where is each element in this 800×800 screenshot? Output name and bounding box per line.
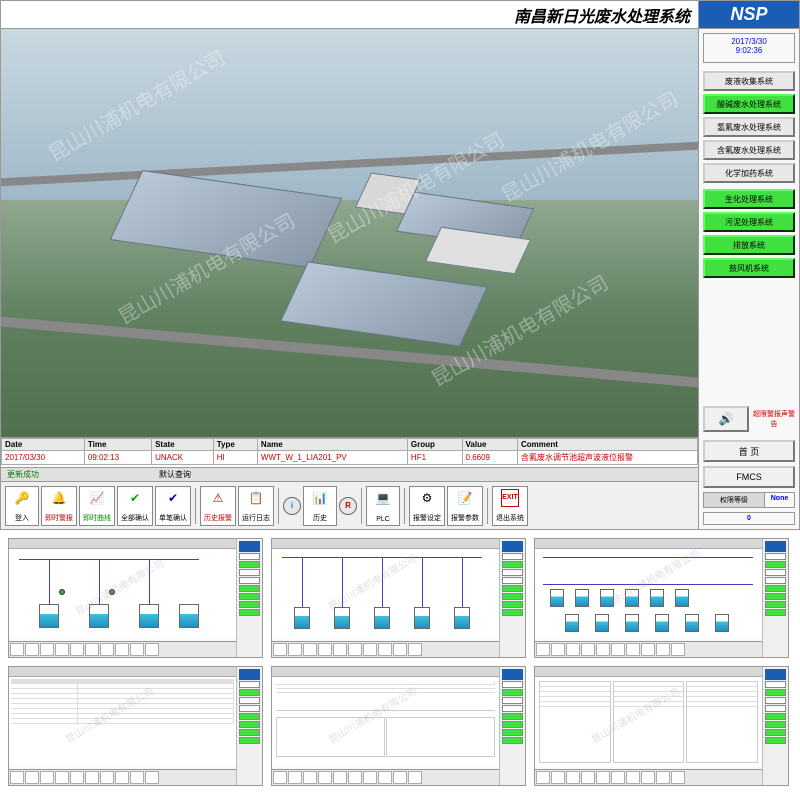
sound-button[interactable]: 🔊 — [703, 406, 749, 432]
alarm-set-button[interactable]: ⚙报警设定 — [409, 486, 445, 526]
log-icon: 📋 — [247, 489, 265, 507]
thumb-pid-2[interactable]: 昆山川浦机电有限公司 — [271, 538, 526, 658]
date-text: 2017/3/30 — [707, 37, 791, 46]
check-icon: ✔ — [164, 489, 182, 507]
nav-fluorine[interactable]: 含氟废水处理系统 — [703, 140, 795, 160]
thumb-alarm-list[interactable]: 昆山川浦机电有限公司 — [8, 666, 263, 786]
home-button[interactable]: 首 页 — [703, 440, 795, 462]
table-header-row: Date Time State Type Name Group Value Co… — [2, 439, 698, 451]
run-log-button[interactable]: 📋运行日志 — [238, 486, 274, 526]
auth-value: None — [764, 493, 794, 507]
auth-label: 权限等级 — [704, 493, 764, 507]
alarm-table: Date Time State Type Name Group Value Co… — [1, 437, 698, 467]
nsp-logo: NSP — [699, 1, 799, 29]
alert-icon: ⚠ — [209, 489, 227, 507]
auth-row: 权限等级 None — [703, 492, 795, 508]
speaker-icon: 🔊 — [719, 412, 734, 426]
realtime-curve-button[interactable]: 📈即时曲线 — [79, 486, 115, 526]
thumb-pid-3[interactable]: 昆山川浦机电有限公司 — [534, 538, 789, 658]
plc-icon: 💻 — [374, 489, 392, 507]
param-icon: 📝 — [456, 489, 474, 507]
ack-single-button[interactable]: ✔单笔确认 — [155, 486, 191, 526]
title-bar: 南昌新日光废水处理系统 — [1, 1, 698, 29]
ack-all-button[interactable]: ✔全部确认 — [117, 486, 153, 526]
nav-buttons: 废液收集系统 酸碱废水处理系统 氢氟废水处理系统 含氟废水处理系统 化学加药系统… — [699, 67, 799, 406]
thumbnail-grid: 昆山川浦机电有限公司 昆山川浦机电有限公司 — [0, 530, 800, 794]
bell-icon: 🔔 — [50, 489, 68, 507]
nav-waste-collect[interactable]: 废液收集系统 — [703, 71, 795, 91]
status-mid: 默认查询 — [159, 469, 191, 480]
reset-button[interactable]: R — [339, 497, 357, 515]
key-icon: 🔑 — [13, 489, 31, 507]
time-text: 9:02:36 — [707, 46, 791, 55]
right-panel: NSP 2017/3/30 9:02:36 废液收集系统 酸碱废水处理系统 氢氟… — [699, 1, 799, 529]
nav-hf[interactable]: 氢氟废水处理系统 — [703, 117, 795, 137]
auth-num: 0 — [704, 513, 794, 524]
history-alarm-button[interactable]: ⚠历史报警 — [200, 486, 236, 526]
plc-button[interactable]: 💻PLC — [366, 486, 400, 526]
thumb-trend[interactable]: 昆山川浦机电有限公司 — [271, 666, 526, 786]
check-icon: ✔ — [126, 489, 144, 507]
nav-chemical[interactable]: 化学加药系统 — [703, 163, 795, 183]
realtime-alarm-button[interactable]: 🔔即时警报 — [41, 486, 77, 526]
alarm-param-button[interactable]: 📝报警参数 — [447, 486, 483, 526]
exit-icon: EXIT — [501, 489, 519, 507]
sound-row: 🔊 超限警报声警告 — [699, 406, 799, 432]
history-button[interactable]: 📊历史 — [303, 486, 337, 526]
system-title: 南昌新日光废水处理系统 — [514, 3, 690, 27]
status-bar: 更新成功 默认查询 — [1, 467, 698, 481]
chart-icon: 📈 — [88, 489, 106, 507]
auth-num-row: 0 — [703, 512, 795, 525]
status-left: 更新成功 — [7, 469, 39, 480]
datetime: 2017/3/30 9:02:36 — [703, 33, 795, 63]
sound-label: 超限警报声警告 — [753, 406, 795, 432]
toolbar: 🔑登入 🔔即时警报 📈即时曲线 ✔全部确认 ✔单笔确认 ⚠历史报警 📋运行日志 … — [1, 481, 698, 529]
main-panel: 南昌新日光废水处理系统 昆山川浦机电有限公司 昆山川浦机电有限公司 昆山川浦机电… — [0, 0, 800, 530]
nav-biochem[interactable]: 生化处理系统 — [703, 189, 795, 209]
thumb-params[interactable]: 昆山川浦机电有限公司 — [534, 666, 789, 786]
thumb-pid-1[interactable]: 昆山川浦机电有限公司 — [8, 538, 263, 658]
table-row[interactable]: 2017/03/30 09:02:13 UNACK HI WWT_W_1_LIA… — [2, 451, 698, 465]
left-area: 南昌新日光废水处理系统 昆山川浦机电有限公司 昆山川浦机电有限公司 昆山川浦机电… — [1, 1, 699, 529]
history-icon: 📊 — [311, 489, 329, 507]
info-button[interactable]: i — [283, 497, 301, 515]
nav-sludge[interactable]: 污泥处理系统 — [703, 212, 795, 232]
nav-acid-alkali[interactable]: 酸碱废水处理系统 — [703, 94, 795, 114]
nav-blower[interactable]: 鼓风机系统 — [703, 258, 795, 278]
gear-icon: ⚙ — [418, 489, 436, 507]
login-button[interactable]: 🔑登入 — [5, 486, 39, 526]
nav-discharge[interactable]: 排放系统 — [703, 235, 795, 255]
fmcs-button[interactable]: FMCS — [703, 466, 795, 488]
aerial-view: 昆山川浦机电有限公司 昆山川浦机电有限公司 昆山川浦机电有限公司 昆山川浦机电有… — [1, 29, 698, 437]
exit-button[interactable]: EXIT退出系统 — [492, 486, 528, 526]
bottom-nav: 首 页 FMCS — [699, 436, 799, 492]
